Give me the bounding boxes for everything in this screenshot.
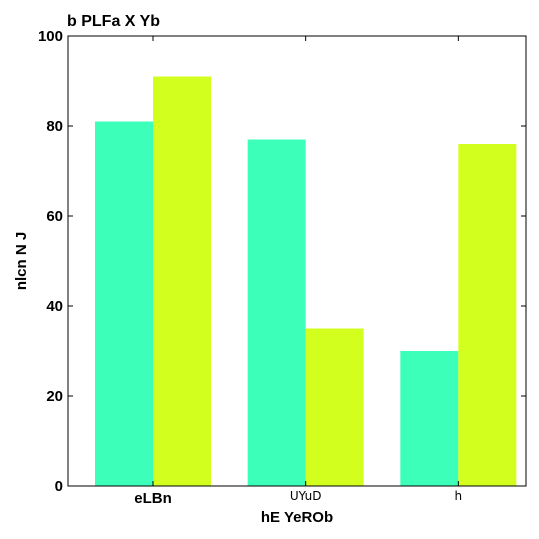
x-tick-label: eLBn	[134, 490, 172, 507]
y-tick-label: 0	[55, 478, 63, 495]
y-tick-label: 20	[46, 388, 63, 405]
y-axis-label: nlcn N J	[13, 232, 30, 290]
bar-h-series-2	[458, 144, 517, 486]
x-axis-label: hE YeROb	[261, 509, 333, 526]
y-tick-label: 80	[46, 118, 63, 135]
bar-h-series-1	[400, 351, 459, 486]
bar-eLBn-series-1	[95, 121, 153, 486]
plot-frame	[67, 35, 527, 487]
bar-eLBn-series-2	[153, 76, 211, 486]
bar-UYuD-series-1	[247, 139, 306, 486]
x-tick-label: h	[455, 489, 463, 503]
ticks-group: eLBn UYuD h 0 20 40 60 80 100	[38, 28, 526, 507]
x-tick-label: UYuD	[290, 489, 322, 503]
bar-UYuD-series-2	[305, 328, 364, 486]
chart-title: b PLFa X Yb	[67, 13, 160, 30]
bars-group	[95, 76, 517, 486]
y-tick-label: 40	[46, 298, 63, 315]
y-tick-label: 60	[46, 208, 63, 225]
y-tick-label: 100	[38, 28, 63, 45]
